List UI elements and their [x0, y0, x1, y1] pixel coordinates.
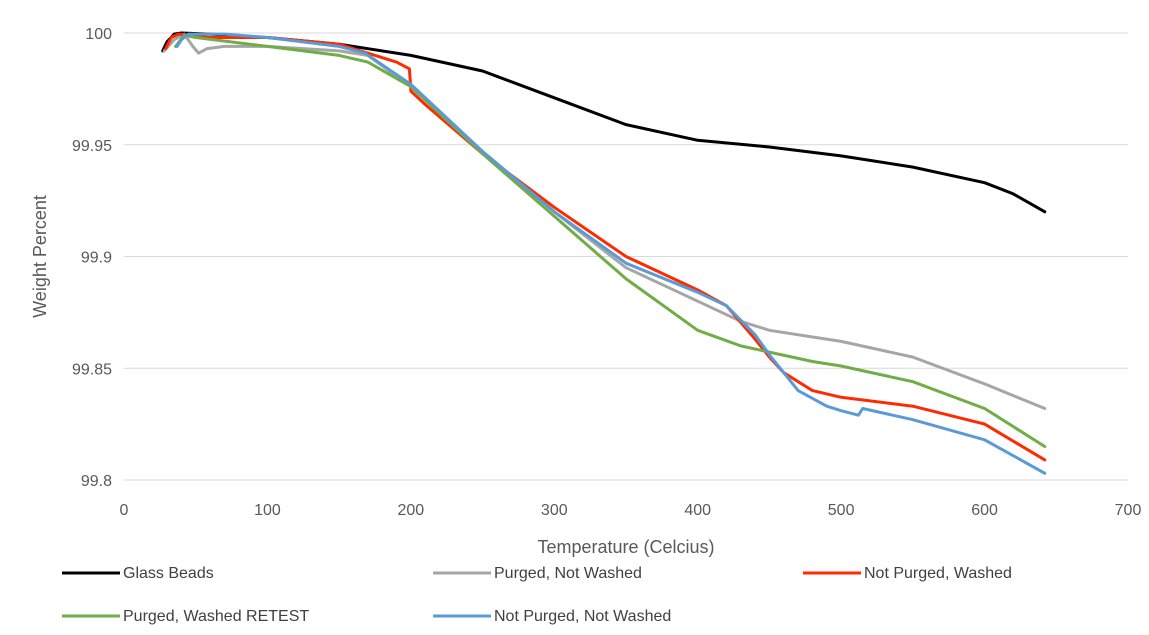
legend-label: Not Purged, Not Washed — [494, 608, 671, 625]
series-line-1 — [162, 32, 1047, 410]
legend-label: Purged, Washed RETEST — [123, 608, 309, 625]
x-tick-label: 700 — [1115, 502, 1142, 519]
x-axis-title: Temperature (Celcius) — [537, 537, 714, 557]
y-tick-label: 100 — [85, 26, 112, 43]
series-line-3 — [174, 33, 1047, 448]
y-axis-title: Weight Percent — [30, 195, 50, 318]
series-line-0 — [161, 31, 1047, 214]
x-tick-label: 100 — [254, 502, 281, 519]
x-tick-label: 300 — [541, 502, 568, 519]
x-tick-label: 400 — [684, 502, 711, 519]
y-tick-label: 99.85 — [72, 361, 112, 378]
series-line-2 — [164, 32, 1047, 462]
y-tick-label: 99.95 — [72, 138, 112, 155]
x-tick-label: 200 — [398, 502, 425, 519]
x-tick-label: 0 — [120, 502, 129, 519]
series-line-4 — [175, 32, 1047, 475]
y-tick-label: 99.8 — [81, 473, 112, 490]
legend-label: Purged, Not Washed — [494, 565, 642, 582]
series-lines — [161, 31, 1047, 475]
y-tick-labels: 99.8 99.85 99.9 99.95 100 — [72, 26, 112, 490]
legend-label: Not Purged, Washed — [864, 565, 1012, 582]
legend-label: Glass Beads — [123, 565, 214, 582]
x-tick-labels: 0 100 200 300 400 500 600 700 — [120, 502, 1142, 519]
y-tick-label: 99.9 — [81, 250, 112, 267]
x-tick-label: 500 — [828, 502, 855, 519]
legend: Glass Beads Purged, Not Washed Not Purged,… — [62, 565, 1012, 625]
x-tick-label: 600 — [971, 502, 998, 519]
